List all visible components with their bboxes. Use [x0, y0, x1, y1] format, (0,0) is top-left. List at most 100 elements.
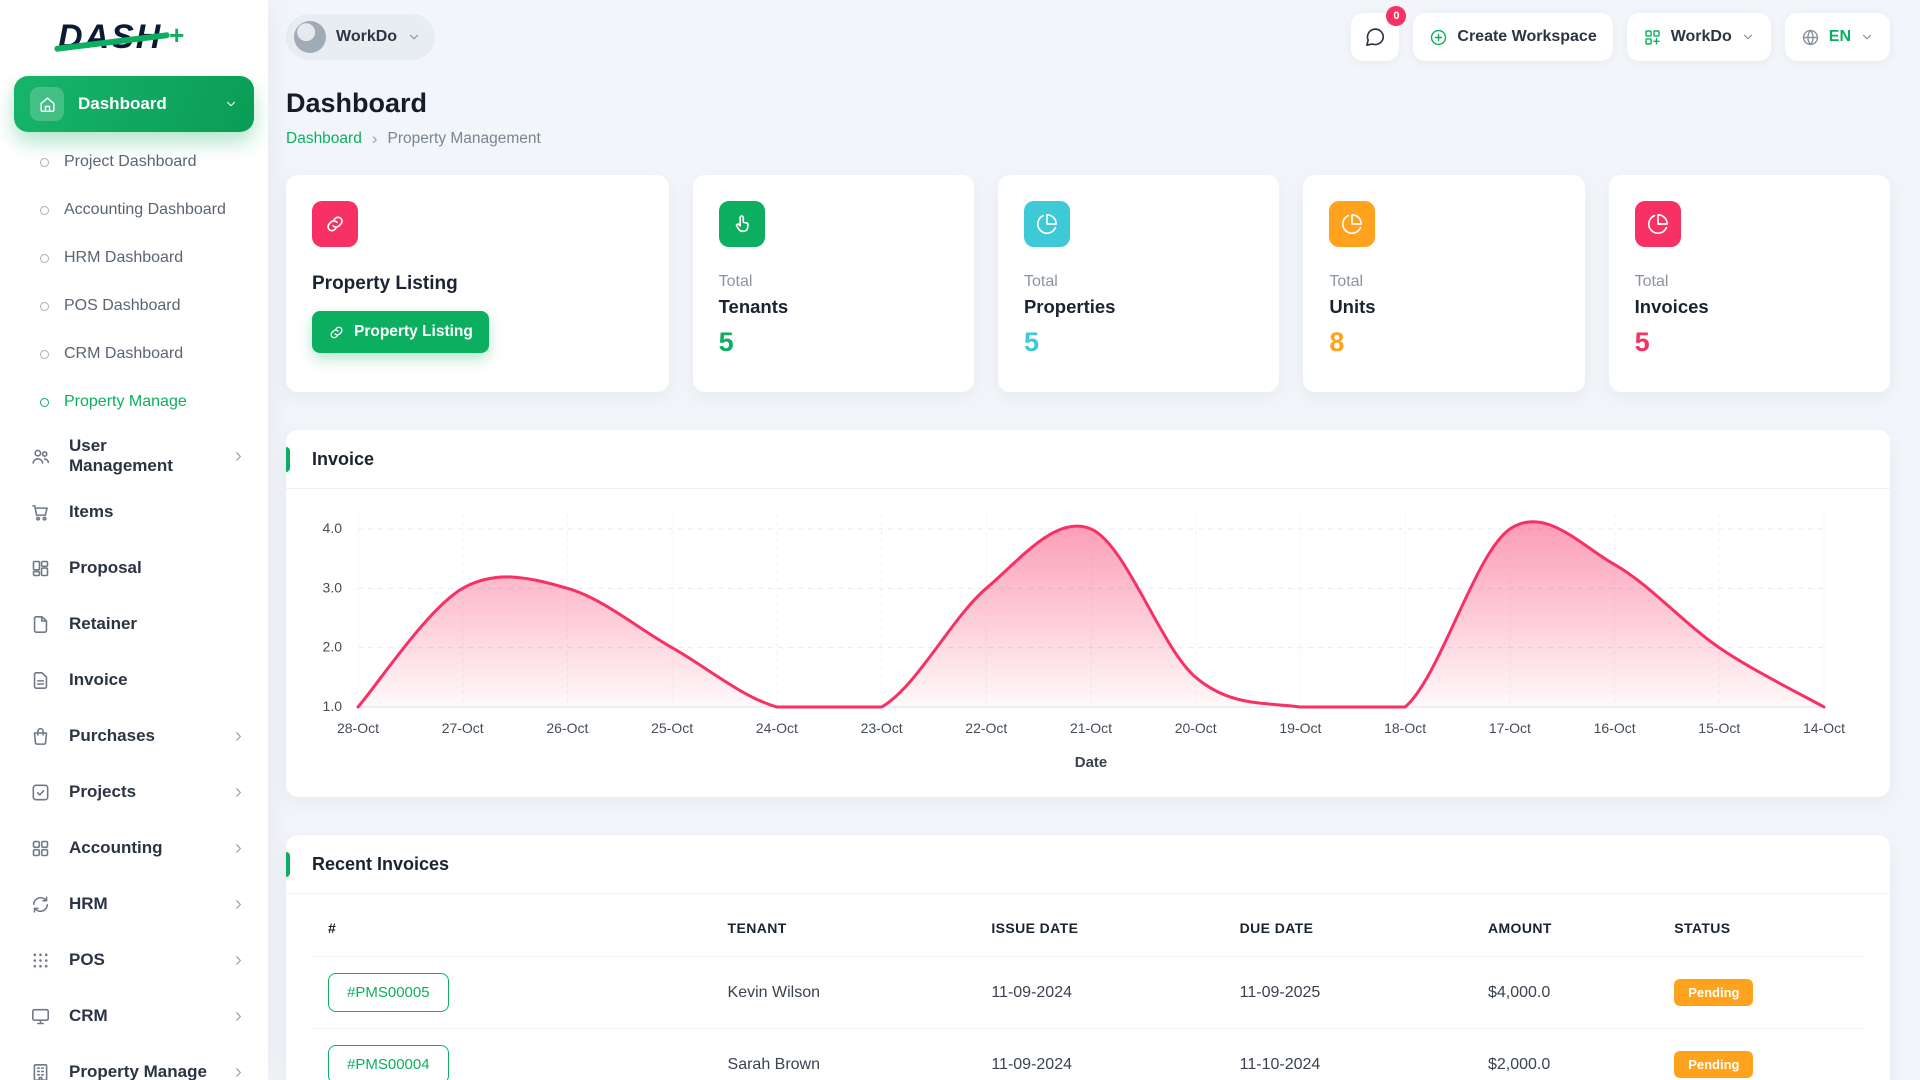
- check-square-icon: [30, 782, 51, 803]
- column-header-issue-date: ISSUE DATE: [991, 920, 1079, 936]
- workspace-switcher[interactable]: WorkDo: [286, 14, 436, 60]
- sidebar-item-purchases[interactable]: Purchases: [14, 708, 254, 764]
- sidebar-item-label: POS: [69, 950, 105, 969]
- invoice-area-chart: 1.0 2.0 3.0 4.0 28-Oct 27-Oct 26-Oct 25-Oct 24-O…: [286, 489, 1890, 797]
- stat-label: Units: [1329, 296, 1376, 317]
- brand-logo[interactable]: DASH: [54, 18, 170, 57]
- sidebar-item-label: CRM: [69, 1006, 108, 1025]
- stat-label: Tenants: [718, 296, 789, 317]
- sidebar-item-dashboard[interactable]: Dashboard: [14, 76, 254, 132]
- invoice-id-link[interactable]: #PMS00005: [328, 973, 449, 1012]
- dots-grid-icon: [30, 950, 51, 971]
- sidebar-item-items[interactable]: Items: [14, 484, 254, 540]
- sidebar-item-pos[interactable]: POS: [14, 932, 254, 988]
- sync-icon: [30, 894, 51, 915]
- stat-card-invoices: Total Invoices 5: [1608, 175, 1890, 392]
- link-icon: [328, 324, 345, 341]
- stat-prefix: Total: [718, 273, 753, 290]
- sidebar-item-user-management[interactable]: User Management: [14, 428, 254, 484]
- column-header-id: #: [328, 920, 337, 936]
- sidebar-item-hrm[interactable]: HRM: [14, 876, 254, 932]
- sidebar-subitem-label: CRM Dashboard: [64, 345, 184, 362]
- sidebar-item-retainer[interactable]: Retainer: [14, 596, 254, 652]
- column-header-tenant: TENANT: [727, 920, 787, 936]
- invoice-id-link[interactable]: #PMS00004: [328, 1045, 449, 1080]
- sidebar-item-label: HRM: [69, 894, 108, 913]
- chevron-right-icon: [231, 1065, 246, 1080]
- breadcrumb: Dashboard Property Management: [286, 129, 1890, 149]
- sidebar-item-label: Items: [69, 502, 114, 521]
- sidebar-subitem-accounting-dashboard[interactable]: Accounting Dashboard: [14, 186, 254, 234]
- topbar: WorkDo 0 Create Workspace WorkDo EN: [268, 0, 1920, 74]
- invoice-chart-title: Invoice: [312, 448, 375, 469]
- messages-button[interactable]: 0: [1351, 6, 1407, 61]
- sidebar-item-label: Accounting: [69, 838, 163, 857]
- sidebar-subitem-label: HRM Dashboard: [64, 249, 184, 266]
- chevron-down-icon: [407, 30, 421, 44]
- breadcrumb-dashboard-link[interactable]: Dashboard: [286, 130, 362, 147]
- sidebar-item-property-manage[interactable]: Property Manage: [14, 1044, 254, 1080]
- workspace-avatar: [294, 21, 326, 53]
- sidebar-item-crm[interactable]: CRM: [14, 988, 254, 1044]
- sidebar-groups: User Management Items Proposal Retainer Invo…: [14, 428, 254, 1080]
- sidebar-subitem-crm-dashboard[interactable]: CRM Dashboard: [14, 330, 254, 378]
- sidebar-subitem-property-manage[interactable]: Property Manage: [14, 378, 254, 426]
- svg-text:17-Oct: 17-Oct: [1489, 720, 1531, 736]
- column-header-status: STATUS: [1674, 920, 1731, 936]
- sidebar-item-projects[interactable]: Projects: [14, 764, 254, 820]
- breadcrumb-separator-icon: [372, 129, 378, 149]
- svg-text:4.0: 4.0: [323, 520, 343, 536]
- column-header-amount: AMOUNT: [1487, 920, 1552, 936]
- property-listing-button[interactable]: Property Listing: [312, 311, 489, 353]
- property-listing-button-label: Property Listing: [354, 323, 473, 340]
- workspace-menu-label: WorkDo: [1670, 28, 1732, 45]
- sidebar-item-accounting[interactable]: Accounting: [14, 820, 254, 876]
- stat-label: Properties: [1023, 296, 1116, 317]
- bullet-icon: [40, 301, 49, 311]
- svg-text:25-Oct: 25-Oct: [651, 720, 693, 736]
- grid-icon: [30, 838, 51, 859]
- amount-cell: $4,000.0: [1475, 956, 1663, 1029]
- property-listing-title: Property Listing: [312, 273, 458, 294]
- status-badge: Pending: [1674, 979, 1754, 1006]
- svg-text:19-Oct: 19-Oct: [1279, 720, 1321, 736]
- stat-value: 5: [1023, 327, 1039, 357]
- dashboard-submenu: Project Dashboard Accounting Dashboard HRM…: [14, 132, 254, 428]
- document-icon: [30, 614, 51, 635]
- sidebar-item-invoice[interactable]: Invoice: [14, 652, 254, 708]
- sidebar-subitem-label: Property Manage: [64, 393, 187, 410]
- svg-text:23-Oct: 23-Oct: [861, 720, 903, 736]
- chevron-right-icon: [231, 449, 246, 464]
- svg-text:28-Oct: 28-Oct: [337, 720, 379, 736]
- language-selector[interactable]: EN: [1784, 13, 1890, 61]
- workspace-menu-button[interactable]: WorkDo: [1626, 13, 1771, 61]
- svg-text:1.0: 1.0: [323, 698, 343, 714]
- stat-prefix: Total: [1634, 273, 1669, 290]
- column-header-due-date: DUE DATE: [1239, 920, 1314, 936]
- svg-text:21-Oct: 21-Oct: [1070, 720, 1112, 736]
- sidebar-subitem-hrm-dashboard[interactable]: HRM Dashboard: [14, 234, 254, 282]
- amount-cell: $2,000.0: [1475, 1028, 1663, 1080]
- pie-chart-icon: [1023, 201, 1070, 247]
- sidebar-subitem-pos-dashboard[interactable]: POS Dashboard: [14, 282, 254, 330]
- main-column: WorkDo 0 Create Workspace WorkDo EN: [268, 0, 1920, 1080]
- tenant-cell: Sarah Brown: [715, 1028, 980, 1080]
- chevron-right-icon: [231, 729, 246, 744]
- sidebar-subitem-project-dashboard[interactable]: Project Dashboard: [14, 138, 254, 186]
- svg-text:16-Oct: 16-Oct: [1594, 720, 1636, 736]
- page-title: Dashboard: [286, 88, 428, 118]
- chat-icon: [1364, 26, 1386, 48]
- sidebar-item-proposal[interactable]: Proposal: [14, 540, 254, 596]
- create-workspace-button[interactable]: Create Workspace: [1413, 13, 1613, 61]
- svg-text:22-Oct: 22-Oct: [965, 720, 1007, 736]
- breadcrumb-current: Property Management: [387, 130, 541, 147]
- recent-invoices-title: Recent Invoices: [312, 853, 450, 874]
- tenant-cell: Kevin Wilson: [715, 956, 980, 1029]
- chevron-right-icon: [231, 841, 246, 856]
- sidebar-item-label: Proposal: [69, 558, 142, 577]
- chevron-down-icon: [224, 97, 238, 111]
- logo-plus-icon: [169, 20, 186, 51]
- sidebar-subitem-label: Accounting Dashboard: [64, 201, 226, 218]
- messages-badge: 0: [1386, 6, 1407, 26]
